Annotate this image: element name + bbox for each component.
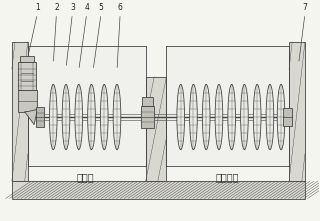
Ellipse shape	[202, 84, 210, 150]
Bar	[20, 56, 34, 62]
Ellipse shape	[277, 84, 285, 150]
Bar	[141, 106, 154, 128]
Ellipse shape	[228, 84, 236, 150]
Ellipse shape	[50, 84, 57, 150]
Bar	[289, 42, 305, 181]
Ellipse shape	[100, 84, 108, 150]
Ellipse shape	[113, 84, 121, 150]
Bar	[18, 62, 36, 90]
Ellipse shape	[75, 84, 83, 150]
Bar	[283, 108, 292, 126]
Text: 2: 2	[54, 3, 59, 11]
Text: 缺氧化沟: 缺氧化沟	[215, 172, 239, 182]
Bar	[28, 46, 146, 166]
Ellipse shape	[190, 84, 197, 150]
Ellipse shape	[88, 84, 95, 150]
Ellipse shape	[177, 84, 185, 150]
Bar	[12, 181, 305, 198]
Bar	[18, 90, 37, 112]
Text: 5: 5	[99, 3, 103, 11]
Text: 氧化沟: 氧化沟	[76, 172, 94, 182]
Text: 4: 4	[84, 3, 89, 11]
Bar	[146, 77, 166, 181]
Ellipse shape	[266, 84, 274, 150]
Polygon shape	[25, 109, 37, 125]
Ellipse shape	[253, 84, 261, 150]
Ellipse shape	[62, 84, 70, 150]
Ellipse shape	[215, 84, 223, 150]
Bar	[166, 46, 289, 166]
Bar	[12, 42, 28, 181]
Ellipse shape	[241, 84, 248, 150]
Bar	[141, 97, 153, 106]
Text: 1: 1	[35, 3, 40, 11]
Bar	[36, 107, 44, 127]
Text: 3: 3	[70, 3, 75, 11]
Text: 6: 6	[118, 3, 123, 11]
Text: 7: 7	[302, 3, 308, 11]
